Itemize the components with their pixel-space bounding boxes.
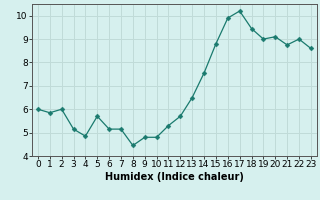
X-axis label: Humidex (Indice chaleur): Humidex (Indice chaleur) (105, 172, 244, 182)
